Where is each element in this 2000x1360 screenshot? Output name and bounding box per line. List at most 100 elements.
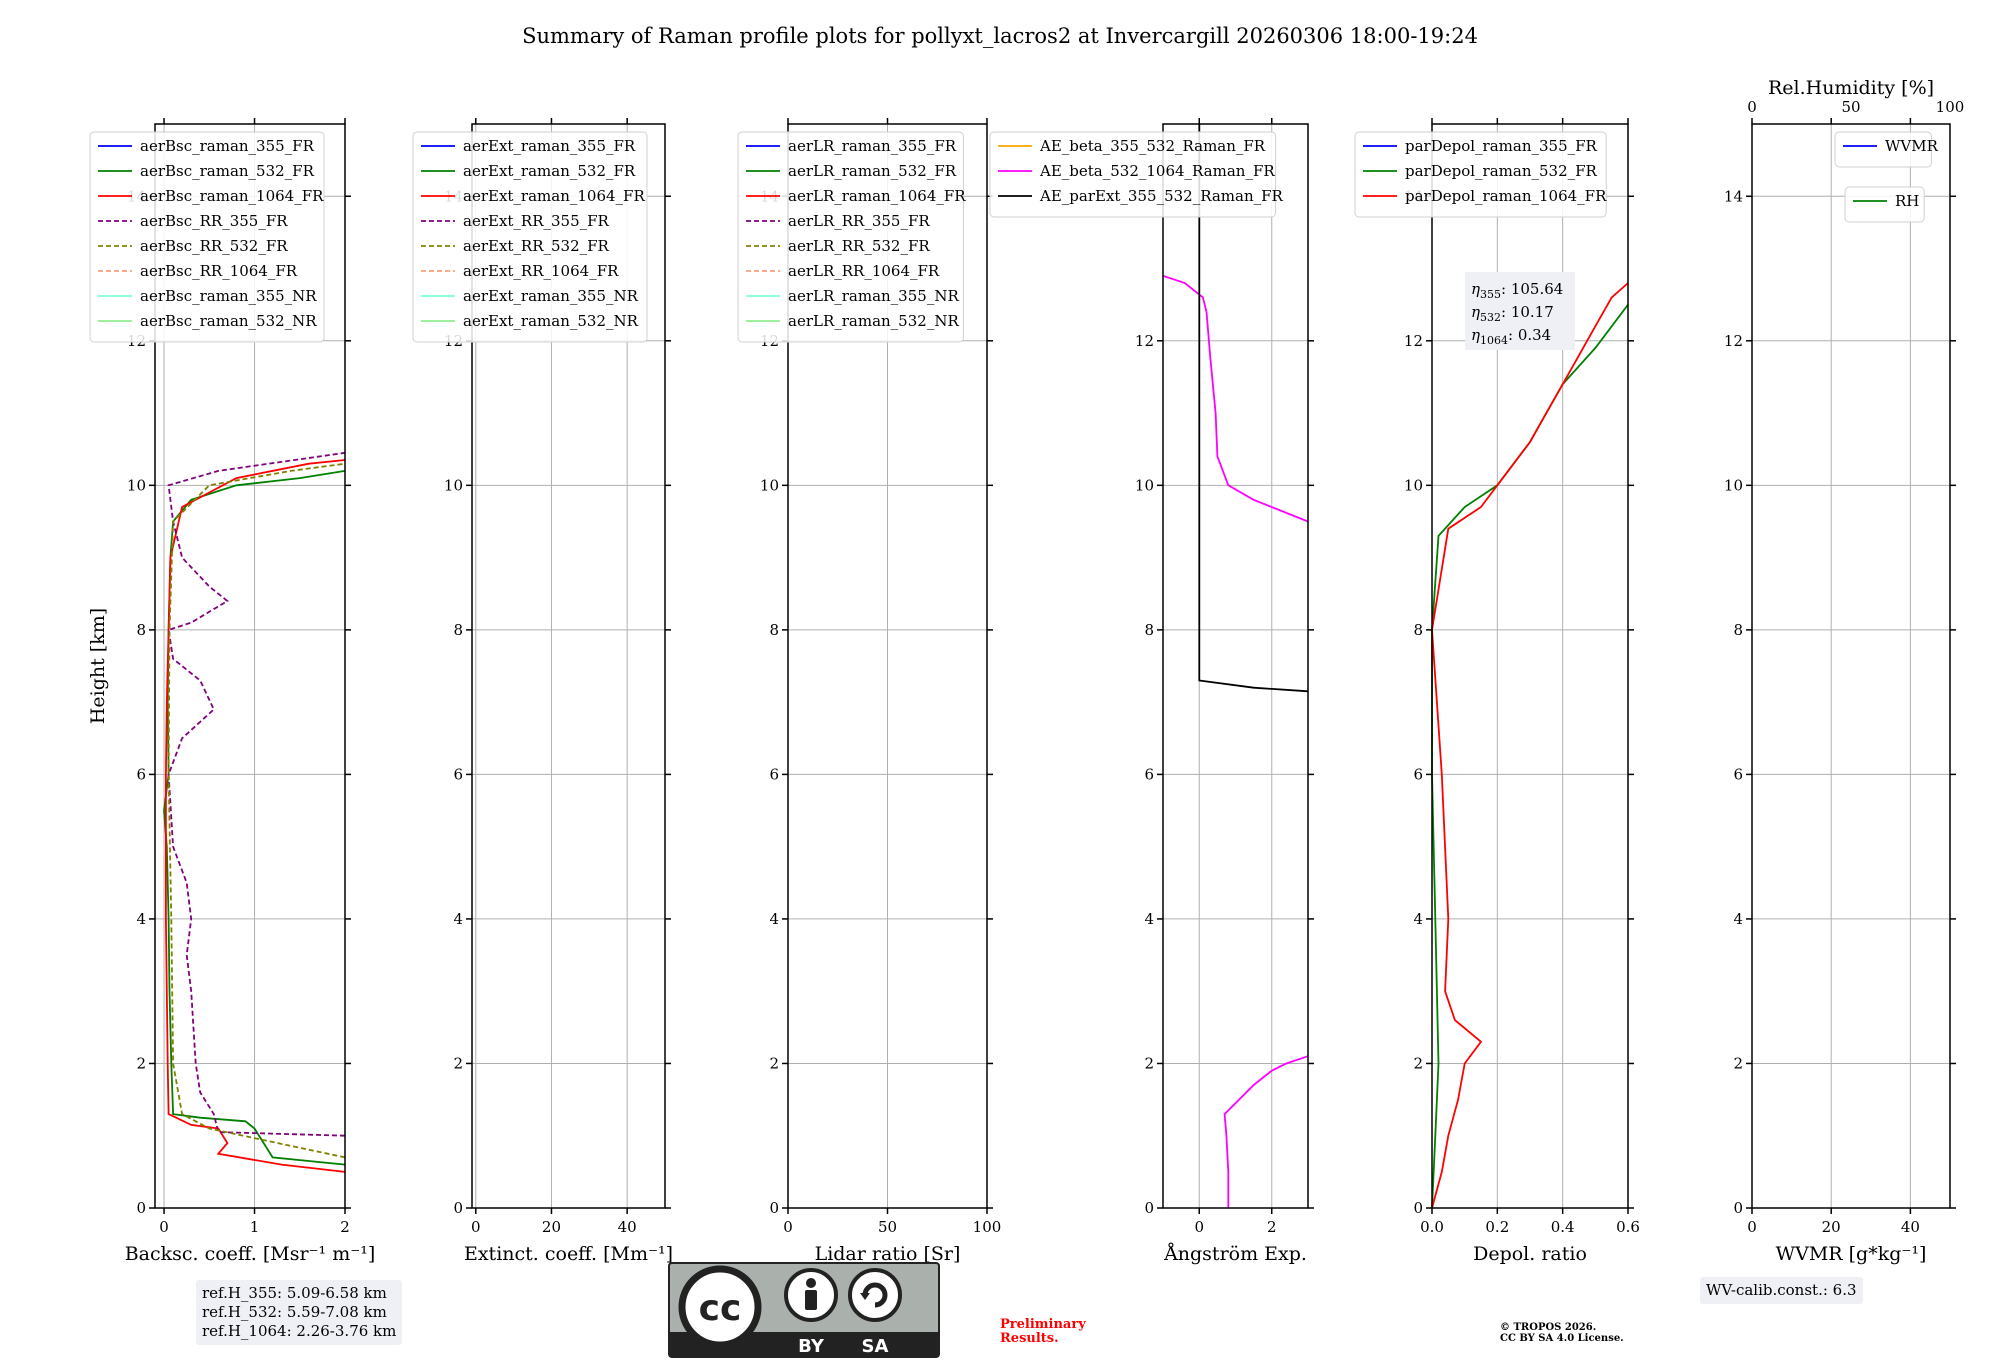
y-tick-label: 0 <box>453 1199 463 1217</box>
x-tick-label: 40 <box>618 1218 637 1236</box>
series-line <box>1431 304 1629 1209</box>
y-tick-label: 6 <box>769 765 779 783</box>
y-tick-label: 2 <box>1144 1054 1154 1072</box>
y-tick-label: 10 <box>127 476 146 494</box>
y-tick-label: 6 <box>1413 765 1423 783</box>
cc-letters: cc <box>699 1288 742 1329</box>
y-tick-label: 10 <box>1404 476 1423 494</box>
legend-label: aerExt_raman_1064_FR <box>463 187 645 205</box>
legend-box <box>989 131 1277 218</box>
sa-label: SA <box>862 1336 889 1357</box>
x-tick-label: 0.0 <box>1420 1218 1444 1236</box>
y-tick-label: 10 <box>444 476 463 494</box>
x2-axis-label: Rel.Humidity [%] <box>1768 77 1934 99</box>
y-tick-label: 0 <box>1733 1199 1743 1217</box>
x-tick-label: 20 <box>1822 1218 1841 1236</box>
x-tick-label: 2 <box>340 1218 350 1236</box>
y-tick-label: 0 <box>1144 1199 1154 1217</box>
annotation-symbol: η <box>1471 303 1480 321</box>
sa-share-icon <box>848 1268 902 1322</box>
legend-box <box>412 131 648 343</box>
y-tick-label: 0 <box>1413 1199 1423 1217</box>
annotation-subscript: 1064 <box>1480 334 1508 347</box>
by-label: BY <box>798 1336 825 1357</box>
series-line <box>165 459 346 1173</box>
x-tick-label: 0.4 <box>1551 1218 1575 1236</box>
legend: aerExt_raman_355_FR aerExt_raman_532_FRae… <box>412 131 648 343</box>
axes-frame <box>1751 123 1951 1209</box>
legend: parDepol_raman_355_FR parDepol_raman_532_… <box>1354 131 1607 218</box>
y-tick-label: 6 <box>453 765 463 783</box>
legend-label: WVMR <box>1885 137 1939 155</box>
x-tick-label: 0.6 <box>1616 1218 1640 1236</box>
annotation-subscript: 532 <box>1480 311 1501 324</box>
legend: WVMR <box>1834 131 1939 168</box>
y-tick-label: 8 <box>769 621 779 639</box>
y-tick-label: 4 <box>136 910 146 928</box>
legend-label: aerBsc_raman_532_NR <box>140 312 317 330</box>
legend-box <box>737 131 964 343</box>
x-axis-label: Backsc. coeff. [Msr⁻¹ m⁻¹] <box>125 1243 376 1265</box>
axes-frame <box>1431 123 1629 1209</box>
x-axis-label: Lidar ratio [Sr] <box>815 1243 961 1265</box>
legend-label: aerLR_RR_355_FR <box>788 212 930 230</box>
y-tick-label: 12 <box>1404 332 1423 350</box>
legend-label: RH <box>1895 192 1919 210</box>
axes-frame <box>1162 123 1309 1209</box>
y-tick-label: 8 <box>1413 621 1423 639</box>
legend-label: aerExt_RR_355_FR <box>463 212 610 230</box>
series-line <box>1198 124 1309 693</box>
legend-label: aerExt_raman_355_NR <box>463 287 639 305</box>
by-person-head <box>806 1278 816 1288</box>
y-tick-label: 8 <box>1733 621 1743 639</box>
y-tick-label: 6 <box>1144 765 1154 783</box>
y-tick-label: 4 <box>1733 910 1743 928</box>
legend-label: AE_beta_355_532_Raman_FR <box>1039 137 1266 155</box>
x-tick-label: 40 <box>1901 1218 1920 1236</box>
sa-arrow-icon <box>862 1282 888 1308</box>
legend-label: AE_parExt_355_532_Raman_FR <box>1039 187 1284 205</box>
panel-4: 0 2 4 6 8 10 12 0 2 Ångström Exp. AE_beta_355_532_… <box>989 118 1314 1265</box>
axes-frame <box>787 123 988 1209</box>
legend-label: parDepol_raman_355_FR <box>1405 137 1598 155</box>
y-axis-label: Height [km] <box>87 608 109 724</box>
x-tick-label: 0 <box>1747 1218 1757 1236</box>
legend-box <box>89 131 325 343</box>
legend-label: aerLR_raman_355_FR <box>788 137 957 155</box>
x-axis-label: Extinct. coeff. [Mm⁻¹] <box>464 1243 673 1265</box>
x-axis-label: Ångström Exp. <box>1163 1243 1307 1265</box>
legend-label: aerExt_raman_355_FR <box>463 137 636 155</box>
series-line <box>1431 282 1629 1209</box>
legend-label: aerLR_raman_1064_FR <box>788 187 966 205</box>
legend-label: aerExt_raman_532_FR <box>463 162 636 180</box>
legend-label: aerBsc_RR_532_FR <box>140 237 288 255</box>
copyright-note: © TROPOS 2026. CC BY SA 4.0 License. <box>1500 1322 1624 1344</box>
annotation-line: η355: 105.64 <box>1471 280 1563 301</box>
ref-height-1064: ref.H_1064: 2.26-3.76 km <box>202 1322 397 1340</box>
legend-box <box>1834 131 1932 168</box>
annotation-line: η1064: 0.34 <box>1471 326 1551 347</box>
legend-label: aerExt_RR_1064_FR <box>463 262 619 280</box>
annotation-line: η532: 10.17 <box>1471 303 1554 324</box>
annotation-value: : 10.17 <box>1501 303 1554 321</box>
legend: aerBsc_raman_355_FR aerBsc_raman_532_FRae… <box>89 131 325 343</box>
ref-height-532: ref.H_532: 5.59-7.08 km <box>202 1303 387 1321</box>
legend-label: AE_beta_532_1064_Raman_FR <box>1039 162 1275 180</box>
series-line <box>167 451 346 1137</box>
x2-tick-label: 50 <box>1841 98 1860 116</box>
annotation-symbol: η <box>1471 326 1480 344</box>
legend-label: aerBsc_raman_355_NR <box>140 287 317 305</box>
legend-label: aerBsc_raman_532_FR <box>140 162 315 180</box>
x-axis-label: WVMR [g*kg⁻¹] <box>1776 1243 1927 1265</box>
series-line <box>167 462 346 1159</box>
annotation-value: : 0.34 <box>1508 326 1551 344</box>
annotation-subscript: 355 <box>1480 288 1501 301</box>
annotation-value: : 105.64 <box>1501 280 1563 298</box>
reference-height-box: ref.H_355: 5.09-6.58 km ref.H_532: 5.59-… <box>196 1280 403 1345</box>
y-tick-label: 8 <box>136 621 146 639</box>
y-tick-label: 4 <box>1144 910 1154 928</box>
y-tick-label: 8 <box>453 621 463 639</box>
